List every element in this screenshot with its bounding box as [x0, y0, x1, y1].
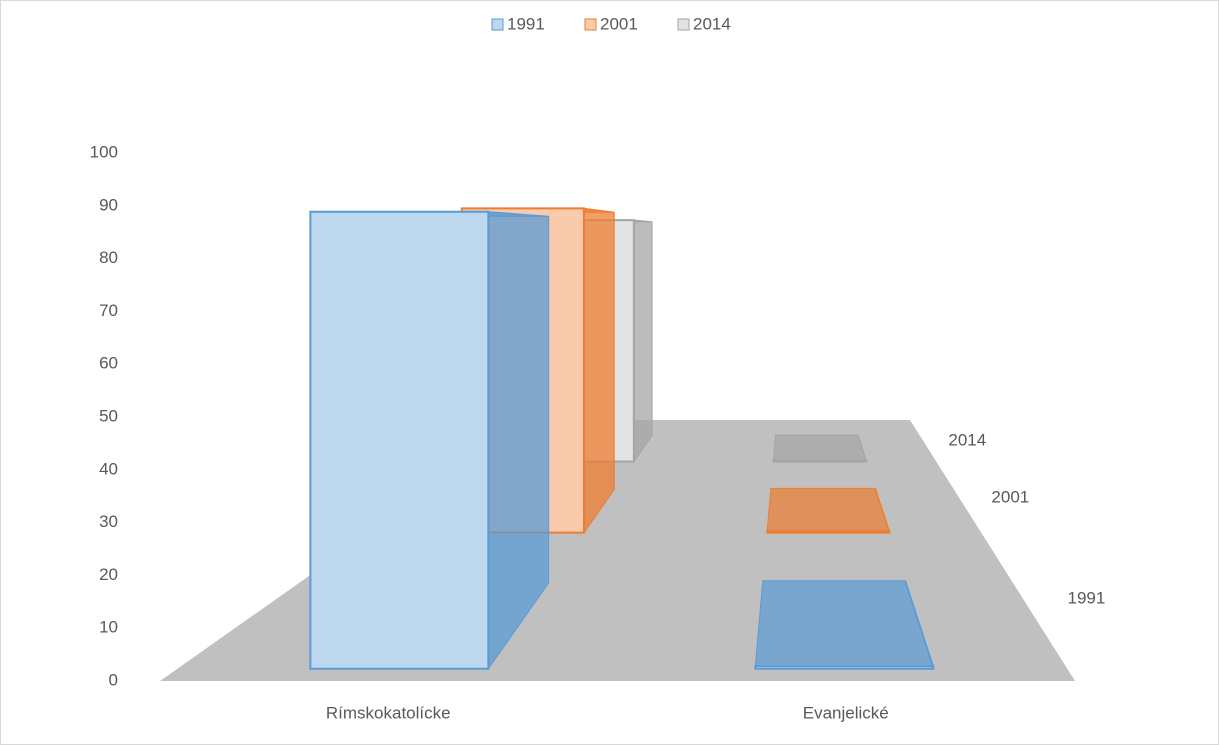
- bar-front: [772, 459, 868, 463]
- y-tick-label: 50: [99, 406, 118, 425]
- bar-top: [772, 434, 868, 462]
- bar-front: [309, 210, 490, 670]
- legend-label: 1991: [507, 14, 545, 33]
- legend-swatch: [491, 18, 504, 31]
- bar-front: [766, 530, 891, 534]
- y-tick-label: 90: [99, 195, 118, 214]
- y-tick-label: 100: [90, 142, 118, 161]
- x-tick-label: Rímskokatolícke: [326, 703, 451, 722]
- y-tick-label: 70: [99, 301, 118, 320]
- y-tick-label: 10: [99, 618, 118, 637]
- y-tick-label: 20: [99, 565, 118, 584]
- x-tick-label: Evanjelické: [803, 703, 889, 722]
- y-tick-label: 40: [99, 459, 118, 478]
- depth-label: 1991: [1067, 588, 1105, 607]
- legend-label: 2001: [600, 14, 638, 33]
- bar-side: [583, 207, 615, 535]
- y-tick-label: 0: [109, 670, 118, 689]
- legend-swatch: [584, 18, 597, 31]
- y-tick-label: 60: [99, 354, 118, 373]
- y-tick-label: 30: [99, 512, 118, 531]
- legend-swatch: [677, 18, 690, 31]
- bar-top: [766, 487, 890, 532]
- depth-label: 2014: [948, 430, 986, 449]
- depth-label: 2001: [991, 487, 1029, 506]
- bar-front: [754, 665, 935, 670]
- legend-label: 2014: [693, 14, 731, 33]
- bar-side: [633, 219, 653, 464]
- y-tick-label: 80: [99, 248, 118, 267]
- bar-top: [754, 580, 934, 667]
